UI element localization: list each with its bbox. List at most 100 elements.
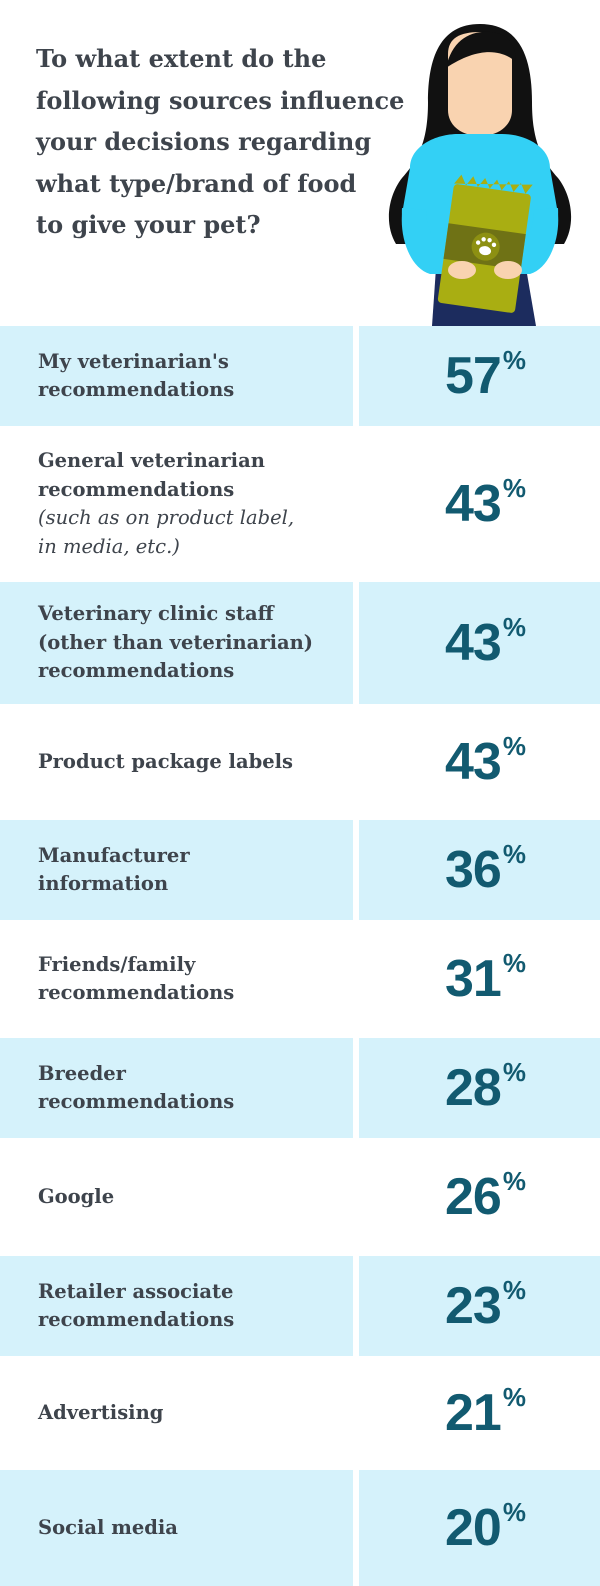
source-label: Social media [38, 1515, 178, 1539]
source-label-cell: Google [0, 1138, 353, 1256]
food-bag [437, 174, 533, 313]
percentage-cell: 43% [359, 426, 600, 582]
percentage-value: 43% [445, 473, 526, 533]
source-note: in media, etc.) [38, 534, 180, 558]
source-label: recommendations [38, 378, 235, 401]
percentage-number: 23 [445, 1277, 502, 1335]
table-row: My veterinarian's recommendations 57% [0, 326, 600, 426]
percentage-value: 28% [445, 1057, 526, 1117]
woman-holding-pet-food-illustration [388, 24, 572, 326]
source-label: recommendations [38, 477, 235, 501]
question-line: what type/brand of food [36, 168, 357, 198]
percentage-cell: 20% [359, 1470, 600, 1586]
percent-sign: % [502, 1497, 526, 1527]
percentage-value: 31% [445, 948, 526, 1008]
source-label-cell: Retailer associate recommendations [0, 1256, 353, 1356]
percentage-number: 28 [445, 1059, 502, 1117]
percentage-number: 43 [445, 614, 502, 672]
percentage-number: 21 [445, 1384, 502, 1442]
percentage-value: 21% [445, 1382, 526, 1442]
percentage-cell: 28% [359, 1038, 600, 1138]
percentage-cell: 43% [359, 582, 600, 704]
source-label-cell: Advertising [0, 1356, 353, 1470]
table-row: Breeder recommendations 28% [0, 1038, 600, 1138]
paw-print-icon [475, 237, 497, 256]
percentage-number: 36 [445, 841, 502, 899]
source-label: Advertising [38, 1400, 164, 1424]
source-label: Product package labels [38, 749, 294, 773]
source-label-cell: Social media [0, 1470, 353, 1586]
source-label: information [38, 872, 169, 895]
source-label: Manufacturer [38, 843, 190, 867]
header: To what extent do the following sources … [0, 0, 600, 326]
source-label-cell: General veterinarian recommendations (such… [0, 426, 353, 582]
percentage-value: 57% [445, 345, 526, 405]
percentage-number: 43 [445, 475, 502, 533]
percentage-number: 43 [445, 733, 502, 791]
source-label: recommendations [38, 1308, 235, 1331]
percent-sign: % [502, 839, 526, 869]
percentage-value: 43% [445, 612, 526, 672]
question-title: To what extent do the following sources … [36, 38, 408, 246]
table-row: Social media 20% [0, 1470, 600, 1586]
percentage-cell: 23% [359, 1256, 600, 1356]
percent-sign: % [502, 612, 526, 642]
fringe-shape [446, 31, 516, 68]
percentage-number: 57 [445, 347, 502, 405]
source-label: (other than veterinarian) [38, 630, 314, 654]
source-label-cell: Veterinary clinic staff (other than veter… [0, 582, 353, 704]
percentage-value: 43% [445, 731, 526, 791]
table-row: Advertising 21% [0, 1356, 600, 1470]
table-row: Manufacturer information 36% [0, 820, 600, 920]
source-label-cell: Breeder recommendations [0, 1038, 353, 1138]
question-line: following sources influence [36, 85, 405, 115]
table-row: General veterinarian recommendations (such… [0, 426, 600, 582]
source-label: recommendations [38, 659, 235, 683]
question-line: To what extent do the [36, 44, 327, 73]
percent-sign: % [502, 1057, 526, 1087]
source-label-cell: Product package labels [0, 704, 353, 820]
table-row: Product package labels 43% [0, 704, 600, 820]
source-label: Veterinary clinic staff [38, 602, 274, 626]
source-label-cell: My veterinarian's recommendations [0, 326, 353, 426]
percentage-value: 23% [445, 1275, 526, 1335]
source-label-cell: Friends/family recommendations [0, 920, 353, 1038]
source-note: (such as on product label, [38, 506, 295, 529]
source-label: My veterinarian's [38, 349, 229, 373]
percentage-value: 20% [445, 1497, 526, 1557]
source-label: recommendations [38, 1090, 235, 1113]
source-label: Retailer associate [38, 1279, 234, 1303]
table-row: Retailer associate recommendations 23% [0, 1256, 600, 1356]
percent-sign: % [502, 731, 526, 761]
percentage-number: 20 [445, 1499, 502, 1557]
left-hand-shape [448, 261, 476, 279]
table-row: Google 26% [0, 1138, 600, 1256]
percent-sign: % [502, 1166, 526, 1196]
percent-sign: % [502, 1275, 526, 1305]
percent-sign: % [502, 473, 526, 503]
table-row: Veterinary clinic staff (other than veter… [0, 582, 600, 704]
source-label: Google [38, 1184, 115, 1208]
source-label: Friends/family [38, 952, 196, 976]
percentage-cell: 31% [359, 920, 600, 1038]
percentage-cell: 26% [359, 1138, 600, 1256]
question-line: your decisions regarding [36, 127, 372, 156]
question-line: to give your pet? [36, 210, 261, 239]
percent-sign: % [502, 1382, 526, 1412]
percent-sign: % [502, 345, 526, 375]
percentage-cell: 21% [359, 1356, 600, 1470]
percentage-number: 26 [445, 1168, 502, 1226]
percentage-cell: 36% [359, 820, 600, 920]
source-label-cell: Manufacturer information [0, 820, 353, 920]
source-label: recommendations [38, 981, 235, 1004]
percentage-cell: 57% [359, 326, 600, 426]
percent-sign: % [502, 948, 526, 978]
right-hand-shape [494, 261, 522, 279]
percentage-value: 36% [445, 839, 526, 899]
source-label: Breeder [38, 1061, 126, 1085]
percentage-cell: 43% [359, 704, 600, 820]
percentage-value: 26% [445, 1166, 526, 1226]
table-row: Friends/family recommendations 31% [0, 920, 600, 1038]
source-label: General veterinarian [38, 449, 265, 472]
percentage-number: 31 [445, 950, 502, 1008]
